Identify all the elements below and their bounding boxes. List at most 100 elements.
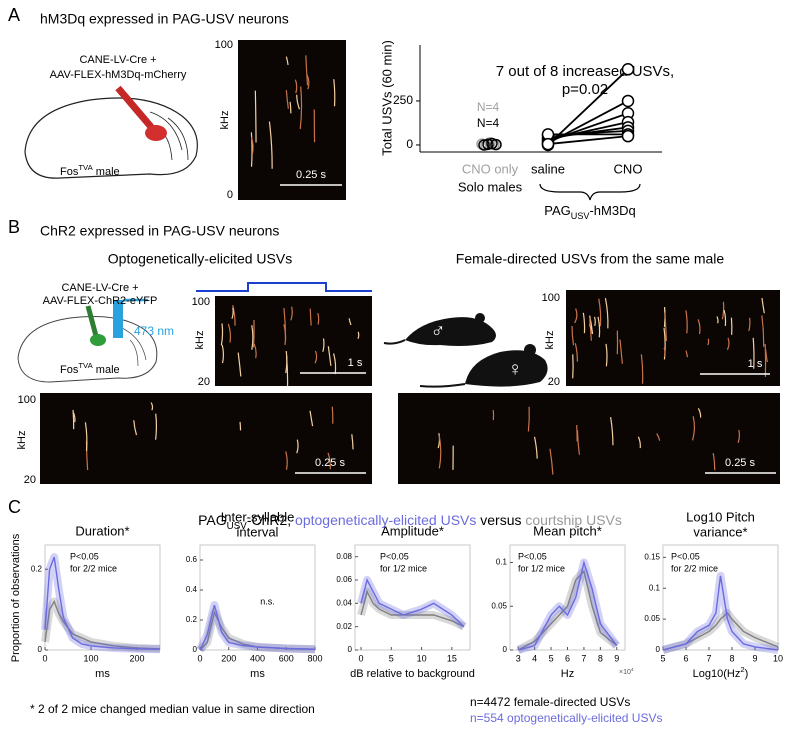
mouse-label-part: Fos xyxy=(60,166,79,178)
stat-label: P<0.05 xyxy=(70,551,99,561)
panel-title-part: -ChR2, xyxy=(247,512,295,528)
x-axis-label: Log10(Hz2) xyxy=(693,665,749,680)
spectrogram-streak xyxy=(351,434,354,450)
spectrogram xyxy=(238,40,346,200)
spectrogram-streak xyxy=(294,79,298,94)
plot-title: Amplitude* xyxy=(381,523,444,538)
x-tick-label: 8 xyxy=(729,653,734,663)
y-tick-label: 0.1 xyxy=(649,583,661,592)
x-axis-label: ms xyxy=(95,668,110,680)
x-axis-label-part: Log10(Hz xyxy=(693,668,741,680)
section-title: Optogenetically-elicited USVs xyxy=(108,251,292,267)
spectrogram-streak xyxy=(322,338,325,352)
panel-title-part: USV xyxy=(227,521,248,532)
spectrogram-streak xyxy=(685,310,688,334)
section-title: Female-directed USVs from the same male xyxy=(456,251,725,267)
mice-silhouettes xyxy=(383,313,548,388)
spectrogram-y-label: kHz xyxy=(219,111,231,130)
x-axis-label: ms xyxy=(250,668,265,680)
group-label-part: USV xyxy=(571,211,591,221)
stat-label: n.s. xyxy=(260,596,275,606)
x-tick-label: 0 xyxy=(359,653,364,663)
plot-frame xyxy=(44,544,161,651)
opto-line xyxy=(199,604,316,651)
spectrogram-streak xyxy=(251,325,254,350)
spectrogram-streak xyxy=(619,339,623,364)
spectrogram-streak xyxy=(685,350,689,358)
spectrogram-y-tick: 100 xyxy=(542,292,560,304)
category-label: Solo males xyxy=(458,179,523,194)
stat-label: for 1/2 mice xyxy=(518,563,565,573)
stat-label: for 2/2 mice xyxy=(70,563,117,573)
x-tick-label: 8 xyxy=(598,653,603,663)
spectrogram-streak xyxy=(697,319,701,335)
y-tick-label: 0.08 xyxy=(336,552,352,561)
spectrogram-streak xyxy=(656,433,661,441)
spectrogram-streak xyxy=(571,326,575,346)
courtship-line xyxy=(662,611,779,651)
y-tick-label: 0 xyxy=(38,645,43,654)
spectrogram-streak xyxy=(150,402,154,411)
spectrogram xyxy=(215,296,372,386)
female-symbol: ♀ xyxy=(508,358,523,380)
spectrogram-streak xyxy=(549,448,554,475)
plot-title: Mean pitch* xyxy=(533,523,602,538)
y-axis-label: Proportion of observations xyxy=(10,533,22,662)
spectrogram-streak xyxy=(285,356,289,387)
spectrogram-streak xyxy=(348,318,352,326)
spectrogram-streak xyxy=(133,420,138,436)
stat-label: P<0.05 xyxy=(380,551,409,561)
courtship-line xyxy=(44,599,161,650)
y-tick-label: 0.4 xyxy=(186,585,198,594)
pag-brace xyxy=(539,183,641,201)
spectrogram-streak xyxy=(637,436,641,449)
x-tick-label: 5 xyxy=(389,653,394,663)
panel-letter: C xyxy=(8,497,21,517)
scale-label: 0.25 s xyxy=(725,457,755,469)
y-tick-label: 0 xyxy=(656,645,661,654)
stat-label: for 2/2 mice xyxy=(671,563,718,573)
y-tick-label: 0 xyxy=(348,645,353,654)
x-tick-label: 6 xyxy=(565,653,570,663)
spectrogram-streak xyxy=(574,308,578,324)
plot-frame xyxy=(199,544,316,651)
category-label: saline xyxy=(531,161,565,176)
mouse-label-part: Fos xyxy=(60,364,79,376)
spectrogram-y-tick: 20 xyxy=(548,376,560,388)
group-label: PAGUSV-hM3Dq xyxy=(544,203,635,221)
spectrogram-streak xyxy=(296,94,300,110)
y-tick-label: 0.06 xyxy=(336,575,352,584)
plot-title: Duration* xyxy=(75,523,129,538)
y-tick-label: 0.15 xyxy=(644,552,660,561)
stat-label: P<0.05 xyxy=(518,551,547,561)
spectrogram-streak xyxy=(664,312,668,342)
brain-drawing-b xyxy=(17,298,158,383)
spectrogram-streak xyxy=(605,343,608,367)
y-axis-label: Total USVs (60 min) xyxy=(379,40,394,156)
x-multiplier: ×104 xyxy=(619,667,634,676)
spectrogram-streak xyxy=(357,331,360,339)
spectrogram-streak xyxy=(227,323,232,343)
x-axis-label-part: ) xyxy=(745,668,749,680)
x-tick-label: 15 xyxy=(447,653,457,663)
panel-title-part: courtship USVs xyxy=(525,512,621,528)
category-label: CNO only xyxy=(462,161,519,176)
x-axis-label: dB relative to background xyxy=(350,668,475,680)
spectrogram-streak xyxy=(610,417,614,446)
y-tick-label: 0 xyxy=(193,645,198,654)
y-tick-label: 0 xyxy=(503,645,508,654)
scale-label: 1 s xyxy=(748,358,763,370)
x-tick-label: 9 xyxy=(752,653,757,663)
y-tick-label: 0.04 xyxy=(336,598,352,607)
panel-letter: A xyxy=(8,5,20,25)
scale-label: 1 s xyxy=(348,357,363,369)
x-tick-label: 10 xyxy=(417,653,427,663)
stat-label: for 1/2 mice xyxy=(380,563,427,573)
paired-line xyxy=(547,135,629,145)
panel-title: ChR2 expressed in PAG-USV neurons xyxy=(40,223,279,239)
plot-title: Inter-syllable xyxy=(221,509,295,524)
virus-label: AAV-FLEX-ChR2-eYFP xyxy=(43,295,158,307)
x-tick-label: 3 xyxy=(516,653,521,663)
spectrogram-streak xyxy=(697,408,702,418)
